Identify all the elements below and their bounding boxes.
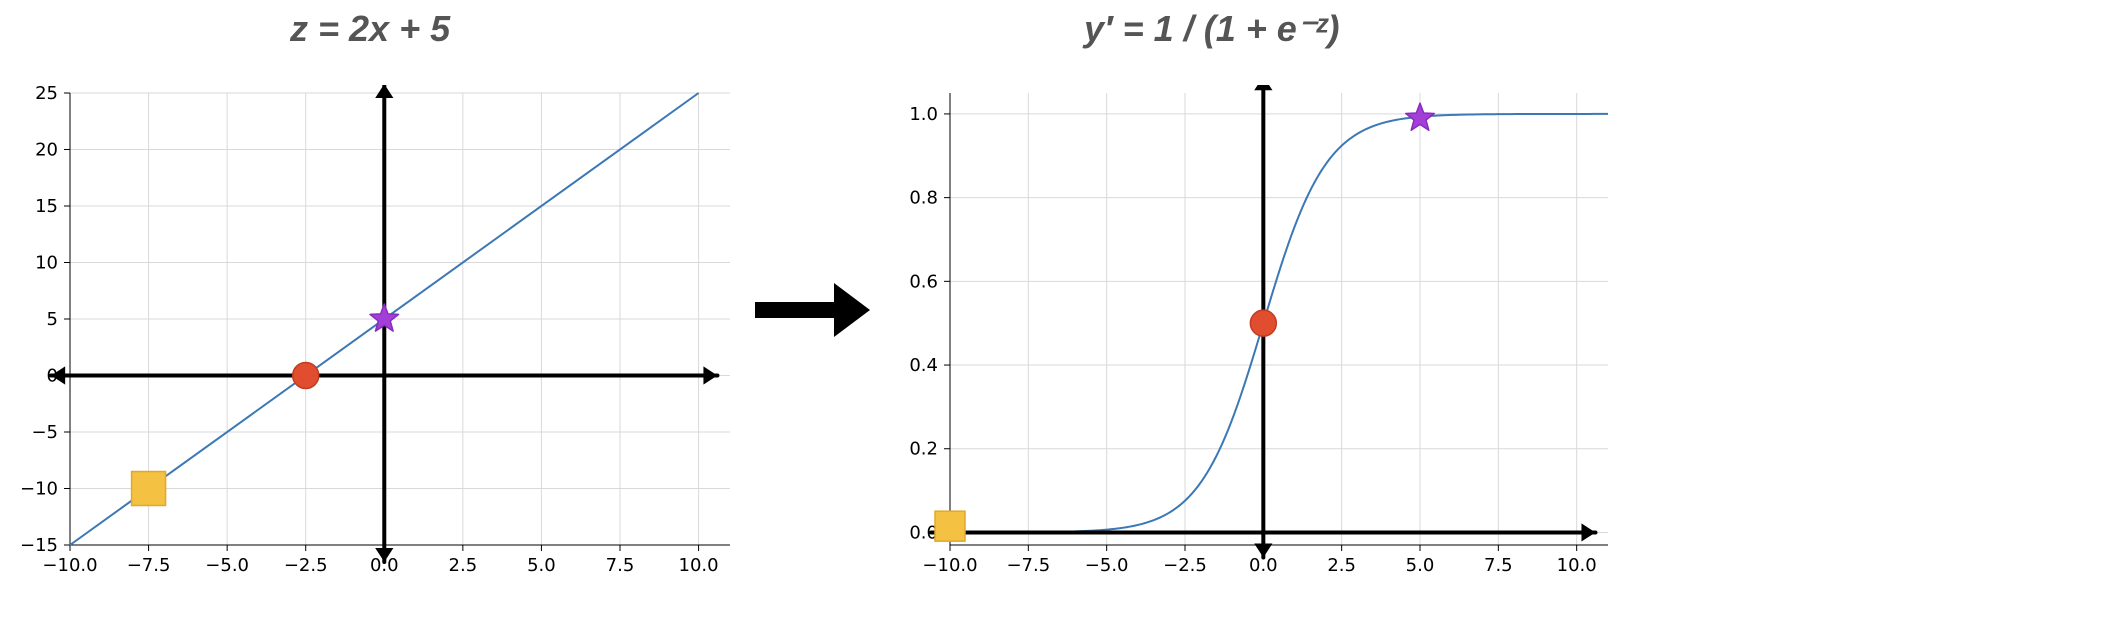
marker-square (132, 472, 166, 506)
y-tick-label: 0.2 (909, 439, 938, 460)
y-tick-label: −10 (20, 479, 58, 500)
x-tick-label: 10.0 (1557, 555, 1597, 576)
x-tick-label: −2.5 (1163, 555, 1207, 576)
right-chart: −10.0−7.5−5.0−2.50.02.55.07.510.00.00.20… (880, 85, 1620, 585)
marker-circle (293, 363, 319, 389)
marker-circle (1250, 310, 1276, 336)
x-tick-label: −5.0 (205, 555, 249, 576)
y-tick-label: 1.0 (909, 104, 938, 125)
x-tick-label: −7.5 (1006, 555, 1050, 576)
x-tick-label: 5.0 (1406, 555, 1435, 576)
x-tick-label: 7.5 (1484, 555, 1513, 576)
y-tick-label: 0.6 (909, 271, 938, 292)
y-tick-label: 20 (35, 140, 58, 161)
x-tick-label: −10.0 (922, 555, 977, 576)
x-tick-label: 10.0 (679, 555, 719, 576)
x-tick-label: 7.5 (606, 555, 635, 576)
y-tick-label: 15 (35, 196, 58, 217)
left-chart: −10.0−7.5−5.0−2.50.02.55.07.510.0−15−10−… (0, 85, 740, 585)
right-chart-title: y′ = 1 / (1 + e⁻ᶻ) (1084, 8, 1340, 50)
x-tick-label: −2.5 (284, 555, 328, 576)
center-arrow (755, 280, 870, 340)
x-tick-label: −7.5 (127, 555, 171, 576)
right-chart-svg: −10.0−7.5−5.0−2.50.02.55.07.510.00.00.20… (880, 85, 1620, 585)
y-tick-label: −15 (20, 535, 58, 556)
y-tick-label: 10 (35, 253, 58, 274)
y-tick-label: −5 (31, 422, 58, 443)
y-tick-label: 25 (35, 85, 58, 104)
y-tick-label: 0.4 (909, 355, 938, 376)
x-tick-label: 5.0 (527, 555, 556, 576)
left-chart-title: z = 2x + 5 (290, 8, 450, 50)
marker-square (935, 511, 965, 541)
arrow-icon (755, 280, 870, 340)
x-tick-label: 2.5 (449, 555, 478, 576)
x-tick-label: 2.5 (1327, 555, 1356, 576)
y-tick-label: 5 (47, 309, 58, 330)
y-tick-label: 0.8 (909, 188, 938, 209)
x-tick-label: −5.0 (1085, 555, 1129, 576)
x-tick-label: −10.0 (42, 555, 97, 576)
left-chart-svg: −10.0−7.5−5.0−2.50.02.55.07.510.0−15−10−… (0, 85, 740, 585)
